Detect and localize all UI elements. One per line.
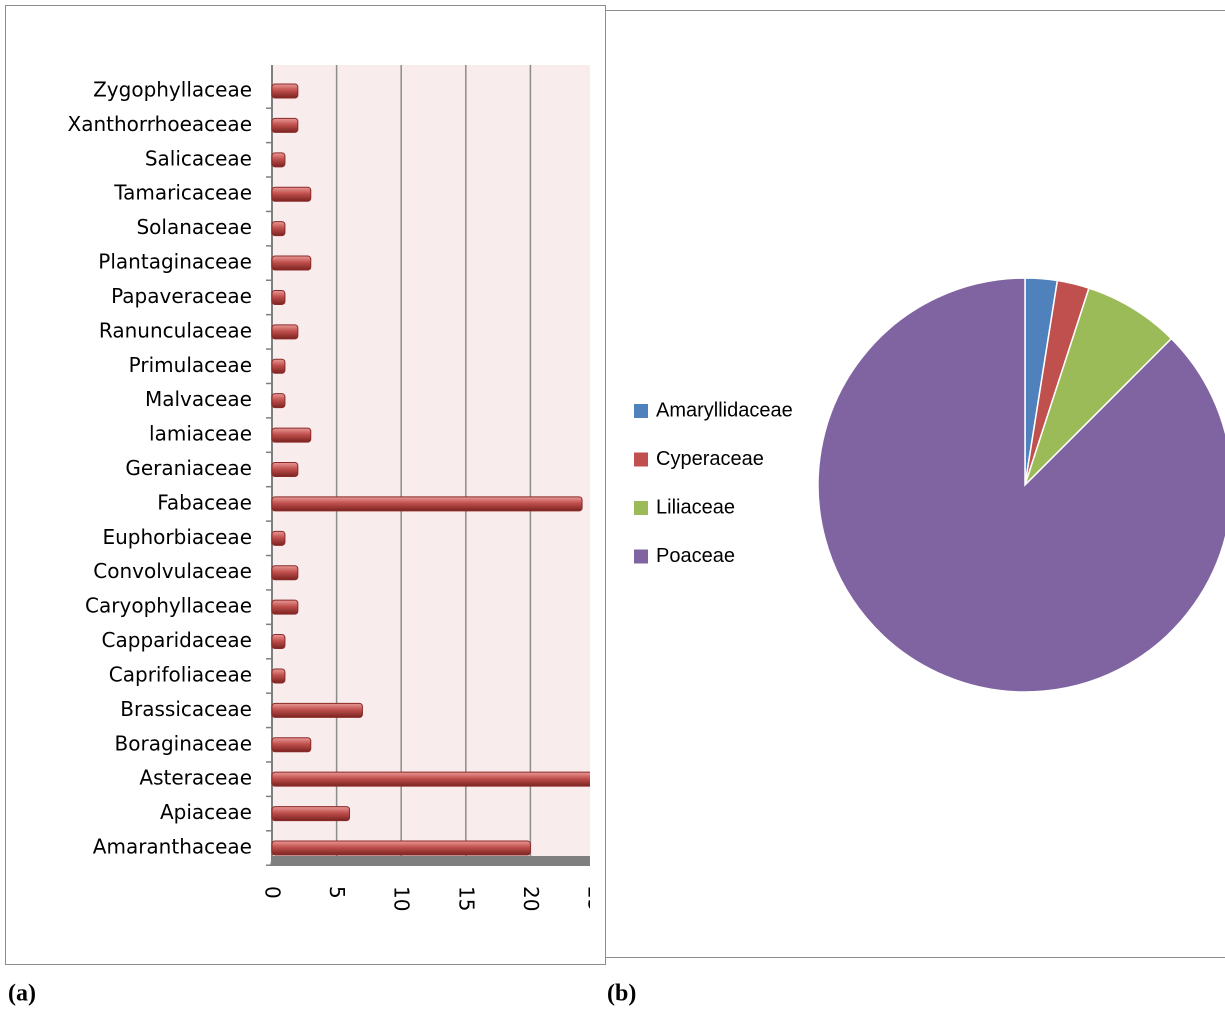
y-tick-label: Solanaceae	[136, 215, 252, 239]
plot-background	[272, 65, 590, 860]
y-tick-label: Caprifoliaceae	[109, 662, 252, 686]
y-tick-label: Convolvulaceae	[93, 559, 252, 583]
y-tick-label: Asteraceae	[139, 766, 252, 790]
x-tick-label: 15	[454, 886, 478, 911]
bar	[271, 771, 590, 787]
bar	[271, 840, 531, 856]
panel-label: (a)	[8, 981, 36, 1007]
y-tick-label: Malvaceae	[145, 387, 252, 411]
legend-swatch	[634, 549, 648, 564]
bar	[271, 496, 583, 512]
y-tick-label: Zygophyllaceae	[93, 78, 252, 102]
pie-chart: Amaryllidaceae Cyperaceae Liliaceae Poaceae	[634, 277, 1225, 693]
bar	[271, 634, 286, 650]
y-tick-label: Geraniaceae	[125, 456, 252, 480]
legend-swatch	[634, 452, 648, 467]
y-tick-label: Capparidaceae	[102, 628, 252, 652]
axis-floor	[270, 856, 590, 866]
x-tick-label: 10	[390, 886, 414, 911]
y-tick-label: lamiaceae	[149, 422, 252, 446]
legend-swatch	[634, 404, 648, 418]
bar	[271, 530, 286, 546]
bar	[271, 255, 312, 271]
legend-label: Poaceae	[656, 545, 735, 567]
y-tick-label: Euphorbiaceae	[102, 525, 252, 549]
y-tick-label: Apiaceae	[160, 800, 252, 824]
x-tick-label: 25	[584, 886, 608, 911]
bar	[271, 737, 312, 753]
pie-slice	[1024, 287, 1173, 486]
y-tick-label: Primulaceae	[129, 353, 252, 377]
bar	[271, 702, 363, 718]
bar	[271, 289, 286, 305]
bar	[271, 358, 286, 374]
bar-chart: 0 5 10 15 20 25 Amaranthaceae Apiaceae Asteracea…	[68, 65, 608, 911]
bar	[271, 221, 286, 237]
y-tick-label: Brassicaceae	[120, 697, 252, 721]
bar	[271, 117, 299, 133]
y-tick-label: Ranunculaceae	[99, 318, 252, 342]
pie-slice	[817, 277, 1225, 693]
y-tick-label: Xanthorrhoeaceae	[68, 112, 252, 136]
bar	[271, 668, 286, 684]
bar	[271, 393, 286, 409]
panel-label: (b)	[607, 981, 636, 1007]
y-tick-label: Caryophyllaceae	[85, 594, 252, 618]
y-tick-label: Papaveraceae	[111, 284, 252, 308]
bar	[271, 806, 351, 822]
y-tick-label: Fabaceae	[157, 490, 252, 514]
legend-label: Amaryllidaceae	[656, 399, 793, 421]
y-tick-label: Amaranthaceae	[93, 835, 252, 859]
y-tick-label: Plantaginaceae	[98, 250, 252, 274]
legend-label: Cyperaceae	[656, 448, 764, 470]
x-tick-label: 0	[261, 886, 285, 899]
y-tick-label: Salicaceae	[145, 146, 252, 170]
bar	[271, 324, 299, 340]
y-tick-label: Boraginaceae	[115, 731, 252, 755]
bar	[271, 83, 299, 99]
bar	[271, 427, 312, 443]
x-tick-label: 20	[519, 886, 543, 911]
y-tick-label: Tamaricaceae	[113, 181, 252, 205]
bar	[271, 565, 299, 581]
bar	[271, 599, 299, 615]
bar	[271, 462, 299, 477]
bar	[271, 186, 312, 202]
legend-label: Liliaceae	[656, 496, 735, 518]
x-tick-label: 5	[325, 886, 349, 899]
legend-swatch	[634, 501, 648, 515]
bar	[271, 152, 286, 168]
